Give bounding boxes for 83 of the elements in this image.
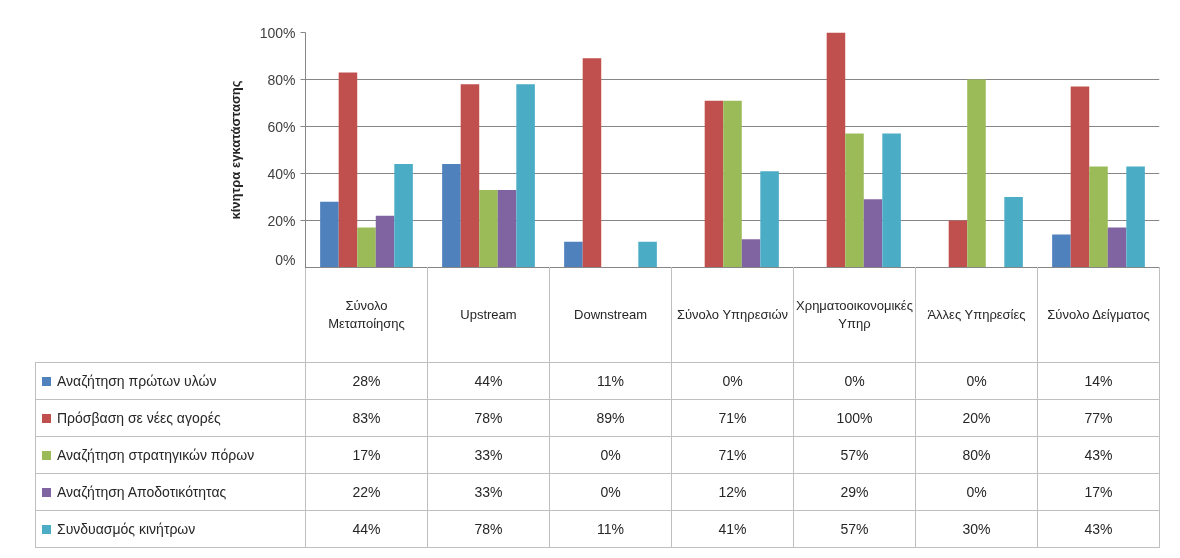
legend-label: Πρόσβαση σε νέες αγορές bbox=[57, 410, 221, 427]
bar bbox=[442, 164, 461, 267]
data-label: 44% bbox=[352, 521, 381, 537]
legend-label: Αναζήτηση Αποδοτικότητας bbox=[57, 484, 227, 501]
data-label: 28% bbox=[352, 373, 381, 389]
data-label: 29% bbox=[840, 484, 869, 500]
data-label: 43% bbox=[1084, 447, 1113, 463]
bar bbox=[516, 84, 535, 267]
data-label: 0% bbox=[600, 484, 621, 500]
x-tick-label: Σύνολο Υπηρεσιών bbox=[671, 267, 794, 363]
x-tick-label: Χρηματοοικονομικές Υπηρ bbox=[793, 267, 916, 363]
data-label: 17% bbox=[1084, 484, 1113, 500]
bar bbox=[845, 133, 864, 267]
bar bbox=[1052, 234, 1071, 267]
bar bbox=[1089, 166, 1108, 267]
data-label: 0% bbox=[844, 373, 865, 389]
data-label: 12% bbox=[718, 484, 747, 500]
data-label: 77% bbox=[1084, 410, 1113, 426]
bar bbox=[338, 72, 358, 267]
bar bbox=[1070, 86, 1090, 267]
y-tick-label: 80% bbox=[267, 71, 296, 88]
bar bbox=[882, 133, 901, 267]
bar bbox=[741, 239, 761, 267]
data-label: 57% bbox=[840, 447, 869, 463]
x-tick-label: Upstream bbox=[427, 267, 550, 363]
y-tick-label: 100% bbox=[259, 24, 296, 41]
bar bbox=[460, 84, 480, 267]
data-label: 0% bbox=[966, 373, 987, 389]
bar bbox=[1107, 227, 1127, 267]
x-tick-label: Σύνολο Μεταποίησης bbox=[305, 267, 428, 363]
bar bbox=[1004, 197, 1023, 267]
data-label: 0% bbox=[600, 447, 621, 463]
data-label: 0% bbox=[722, 373, 743, 389]
legend-label: Αναζήτηση στρατηγικών πόρων bbox=[57, 447, 255, 464]
data-label: 89% bbox=[596, 410, 625, 426]
x-tick-label: Downstream bbox=[549, 267, 672, 363]
x-tick-label: Άλλες Υπηρεσίες bbox=[915, 267, 1038, 363]
legend-label: Αναζήτηση πρώτων υλών bbox=[57, 373, 217, 390]
data-label: 44% bbox=[474, 373, 503, 389]
data-label: 100% bbox=[836, 410, 873, 426]
bar bbox=[723, 100, 742, 267]
y-tick-label: 60% bbox=[267, 118, 296, 135]
data-label: 22% bbox=[352, 484, 381, 500]
bar bbox=[638, 241, 657, 267]
bar bbox=[479, 189, 498, 267]
bar bbox=[1126, 166, 1145, 267]
data-label: 11% bbox=[597, 521, 624, 537]
data-label: 30% bbox=[962, 521, 991, 537]
bar bbox=[320, 201, 339, 267]
data-label: 20% bbox=[962, 410, 991, 426]
data-label: 71% bbox=[718, 447, 747, 463]
data-label: 14% bbox=[1084, 373, 1113, 389]
y-tick-label: 40% bbox=[267, 165, 296, 182]
y-axis-title: κίνητρα εγκατάστασης bbox=[227, 80, 243, 220]
data-label: 78% bbox=[474, 410, 503, 426]
bar bbox=[564, 241, 583, 267]
bar bbox=[863, 199, 883, 267]
bar bbox=[760, 171, 779, 267]
bar bbox=[948, 220, 968, 267]
data-label: 83% bbox=[352, 410, 381, 426]
data-label: 33% bbox=[474, 447, 503, 463]
data-label: 57% bbox=[840, 521, 869, 537]
data-label: 80% bbox=[962, 447, 991, 463]
bar bbox=[582, 58, 602, 267]
y-tick-label: 0% bbox=[275, 251, 296, 268]
bar bbox=[375, 215, 395, 267]
bar bbox=[826, 32, 846, 267]
bar bbox=[357, 227, 376, 267]
data-label: 71% bbox=[718, 410, 747, 426]
data-label: 17% bbox=[352, 447, 381, 463]
data-label: 11% bbox=[597, 373, 624, 389]
data-label: 43% bbox=[1084, 521, 1113, 537]
x-tick-label: Σύνολο Δείγματος bbox=[1037, 267, 1160, 363]
bar bbox=[967, 79, 986, 267]
data-label: 78% bbox=[474, 521, 503, 537]
data-label: 0% bbox=[966, 484, 987, 500]
y-tick-label: 20% bbox=[267, 212, 296, 229]
data-label: 41% bbox=[718, 521, 747, 537]
legend-label: Συνδυασμός κινήτρων bbox=[57, 521, 196, 538]
data-label: 33% bbox=[474, 484, 503, 500]
bar bbox=[394, 164, 413, 267]
bar bbox=[497, 189, 517, 267]
bar bbox=[704, 100, 724, 267]
